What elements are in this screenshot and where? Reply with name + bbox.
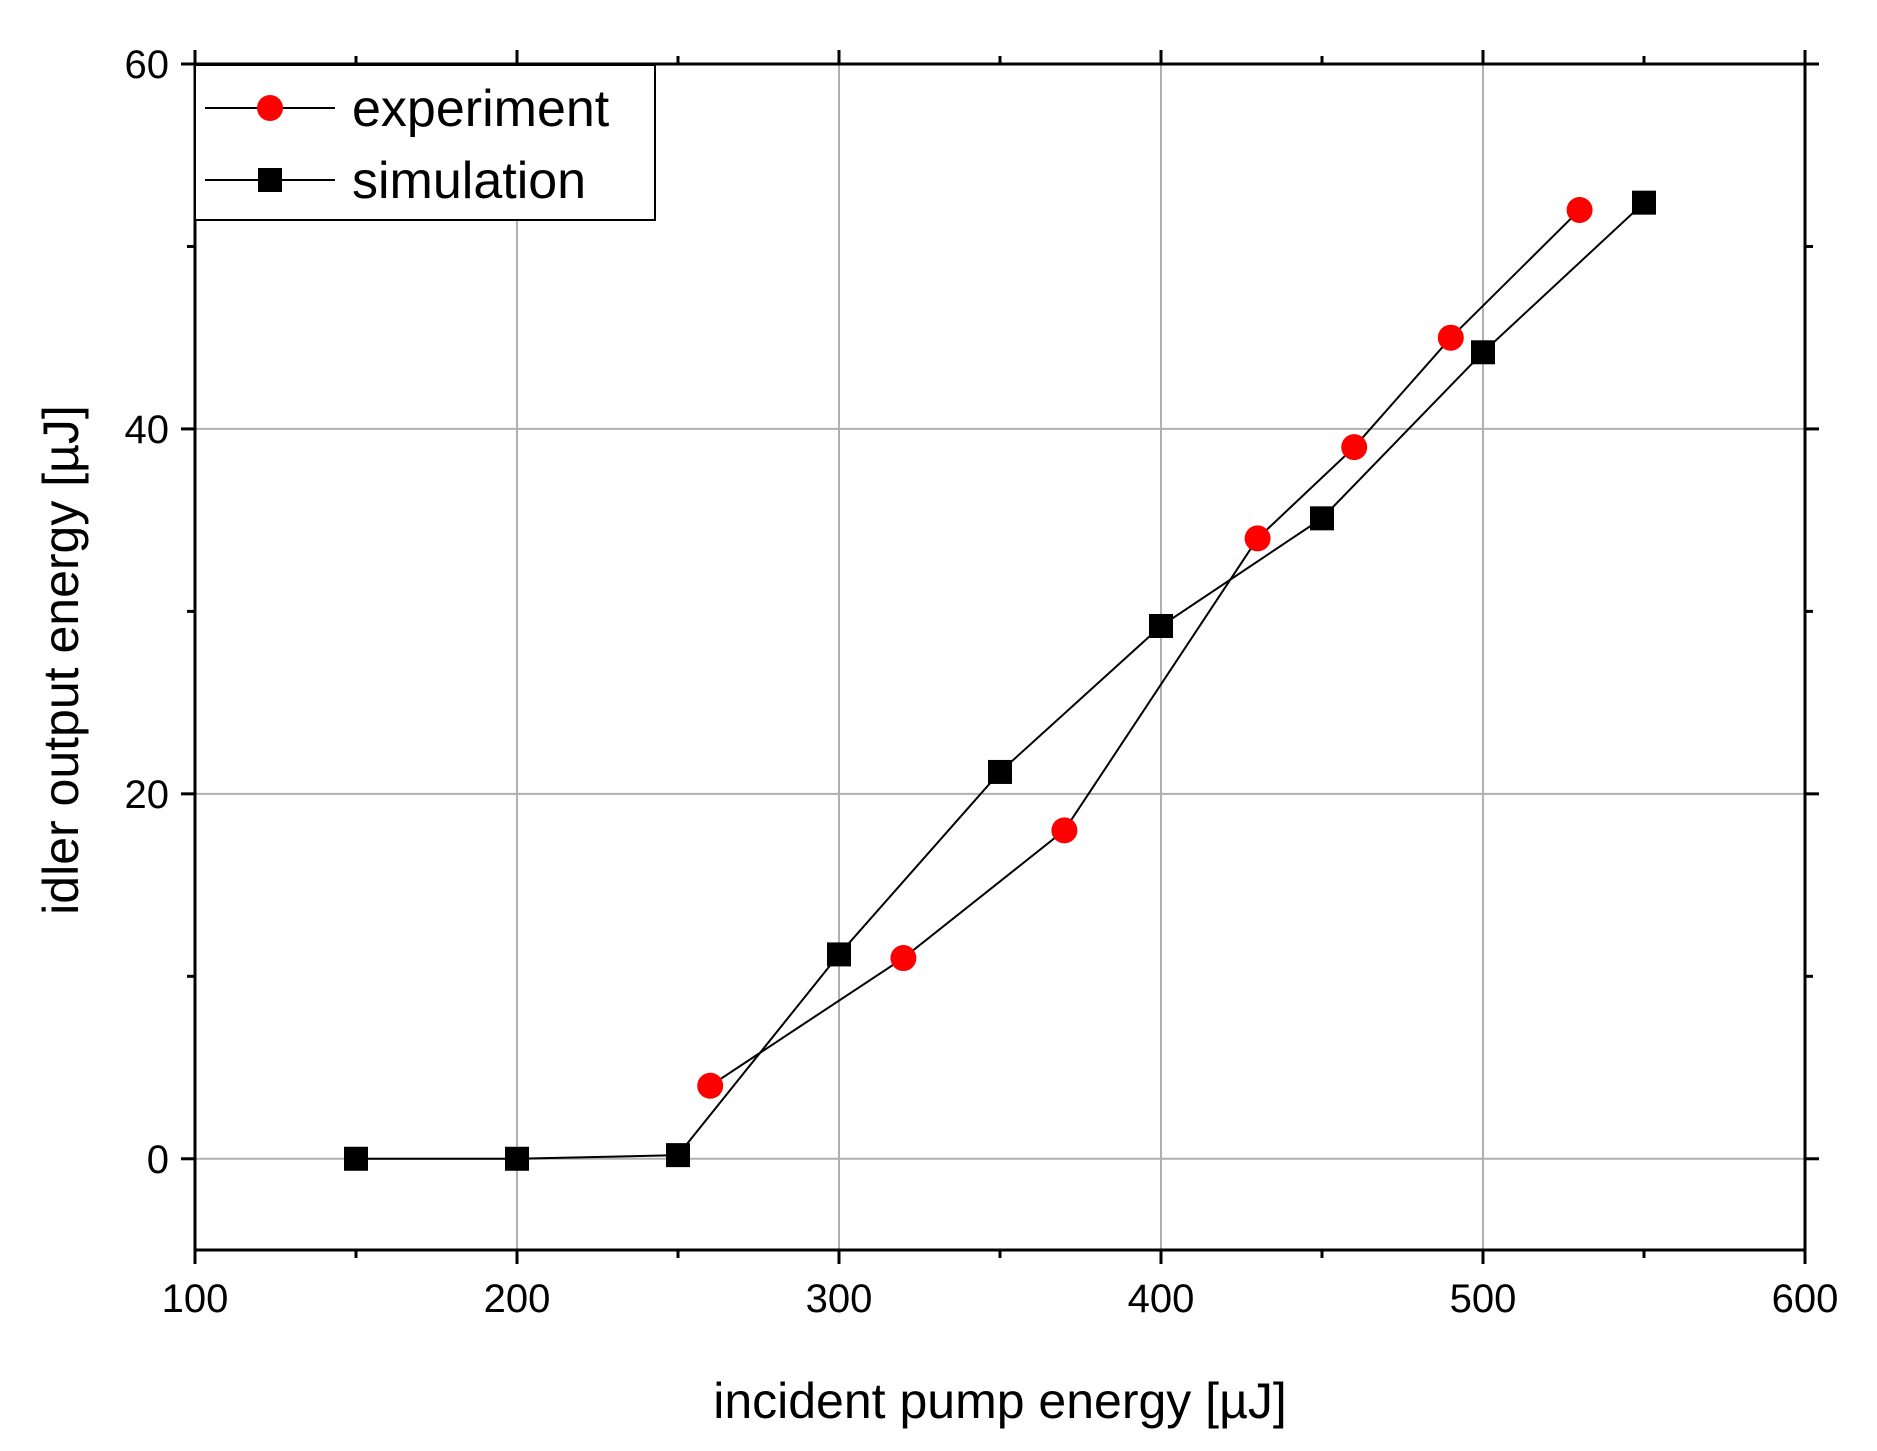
data-point-experiment: [1244, 525, 1271, 552]
data-point-experiment: [1437, 324, 1464, 351]
data-point-simulation: [505, 1146, 529, 1171]
legend-label-simulation: simulation: [352, 152, 586, 210]
data-point-experiment: [1566, 196, 1593, 223]
x-tick-label: 300: [806, 1277, 873, 1321]
x-tick-label: 100: [162, 1277, 229, 1321]
x-tick-label: 600: [1772, 1277, 1839, 1321]
data-point-simulation: [1310, 506, 1334, 531]
x-tick-label: 200: [484, 1277, 551, 1321]
data-point-simulation: [666, 1143, 690, 1168]
data-point-simulation: [988, 759, 1012, 784]
data-point-experiment: [1051, 817, 1078, 844]
data-point-simulation: [827, 942, 851, 967]
x-tick-label: 400: [1128, 1277, 1195, 1321]
y-tick-label: 60: [125, 43, 170, 87]
grid: [195, 64, 1805, 1250]
legend-box: [194, 64, 656, 221]
data-point-experiment: [697, 1072, 724, 1099]
x-tick-label: 500: [1450, 1277, 1517, 1321]
axes: [181, 50, 1819, 1264]
x-axis-title: incident pump energy [µJ]: [713, 1373, 1287, 1429]
legend: experiment simulation: [194, 64, 656, 221]
y-tick-label: 40: [125, 408, 170, 452]
tick-labels: 100 200 300 400 500 600 0 20 40 60: [125, 43, 1839, 1321]
data-point-simulation: [1149, 613, 1173, 638]
legend-label-experiment: experiment: [352, 80, 610, 138]
y-tick-label: 20: [125, 773, 170, 817]
data-point-simulation: [1471, 340, 1495, 365]
legend-marker-experiment: [257, 95, 283, 121]
data-point-simulation: [344, 1146, 368, 1171]
y-axis-title: idler output energy [µJ]: [33, 405, 89, 915]
data-point-experiment: [1341, 434, 1368, 461]
plot-series: [344, 190, 1656, 1171]
y-tick-label: 0: [147, 1138, 169, 1182]
data-point-experiment: [890, 945, 917, 972]
legend-marker-simulation: [258, 168, 282, 192]
data-point-simulation: [1632, 190, 1656, 215]
